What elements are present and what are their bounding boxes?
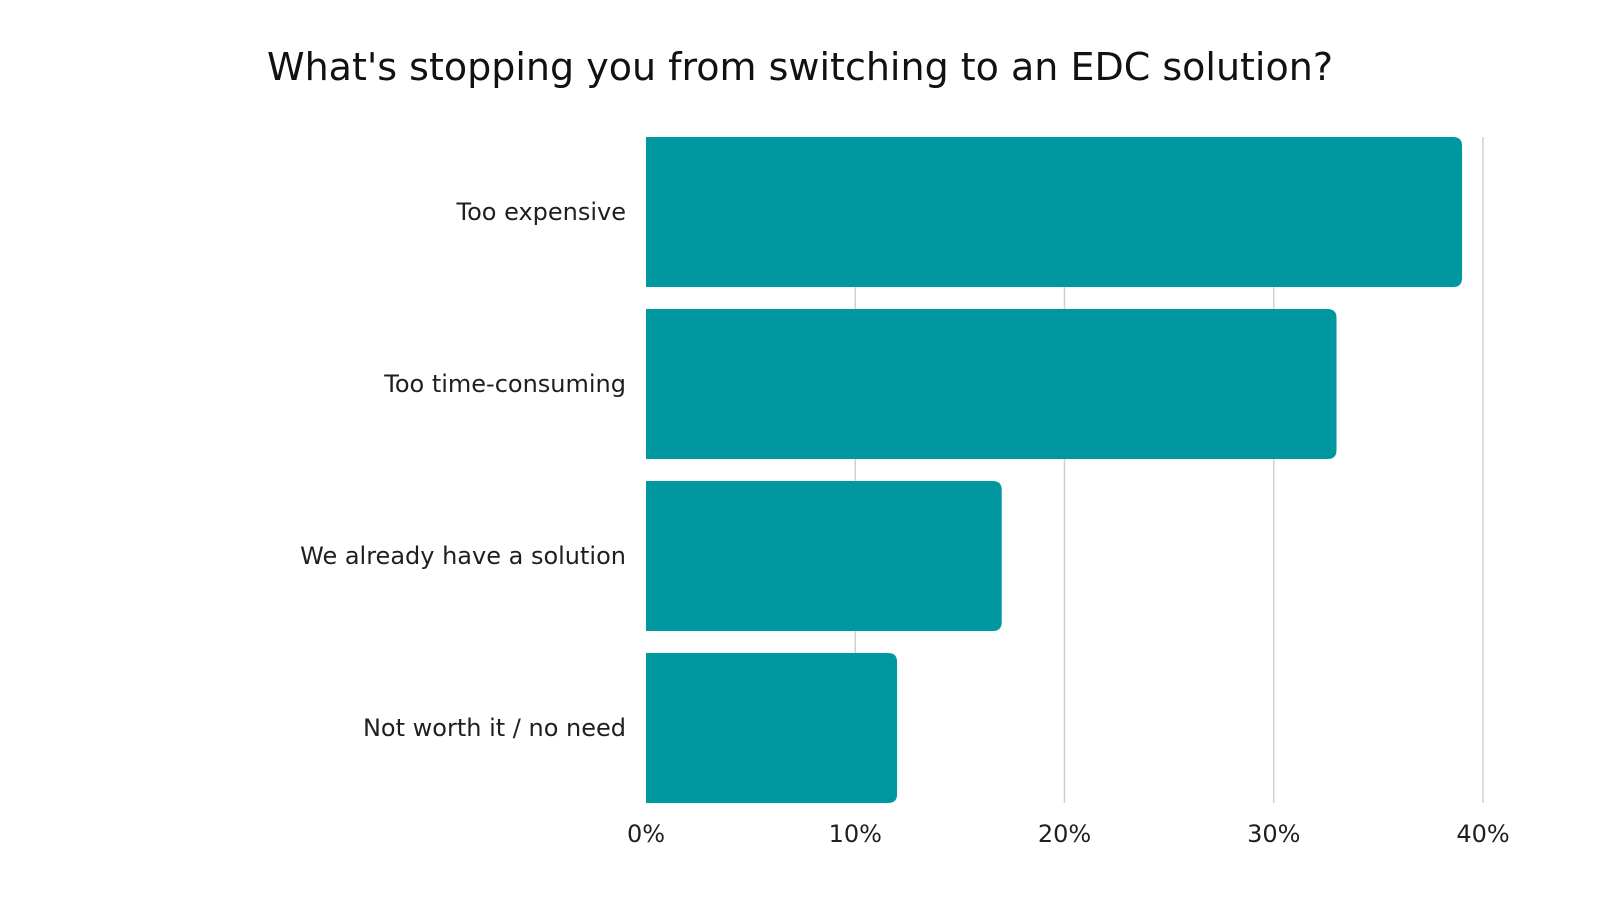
x-tick-label: 30% [1247,820,1300,848]
bar-4 [646,653,898,803]
bar-1 [646,137,1463,287]
bar-2 [646,309,1337,459]
x-axis-tick-labels: 0% 10% 20% 30% 40% [627,820,1510,848]
x-tick-label: 0% [627,820,665,848]
category-label: We already have a solution [300,542,626,570]
category-labels: Too expensive Too time-consuming We alread… [300,198,626,742]
x-tick-label: 20% [1038,820,1091,848]
chart-title: What's stopping you from switching to an… [267,45,1333,89]
x-tick-label: 40% [1456,820,1509,848]
x-tick-label: 10% [829,820,882,848]
bar-3 [646,481,1002,631]
category-label: Too expensive [456,198,626,226]
category-label: Too time-consuming [383,370,626,398]
bars [646,137,1463,803]
category-label: Not worth it / no need [363,714,626,742]
